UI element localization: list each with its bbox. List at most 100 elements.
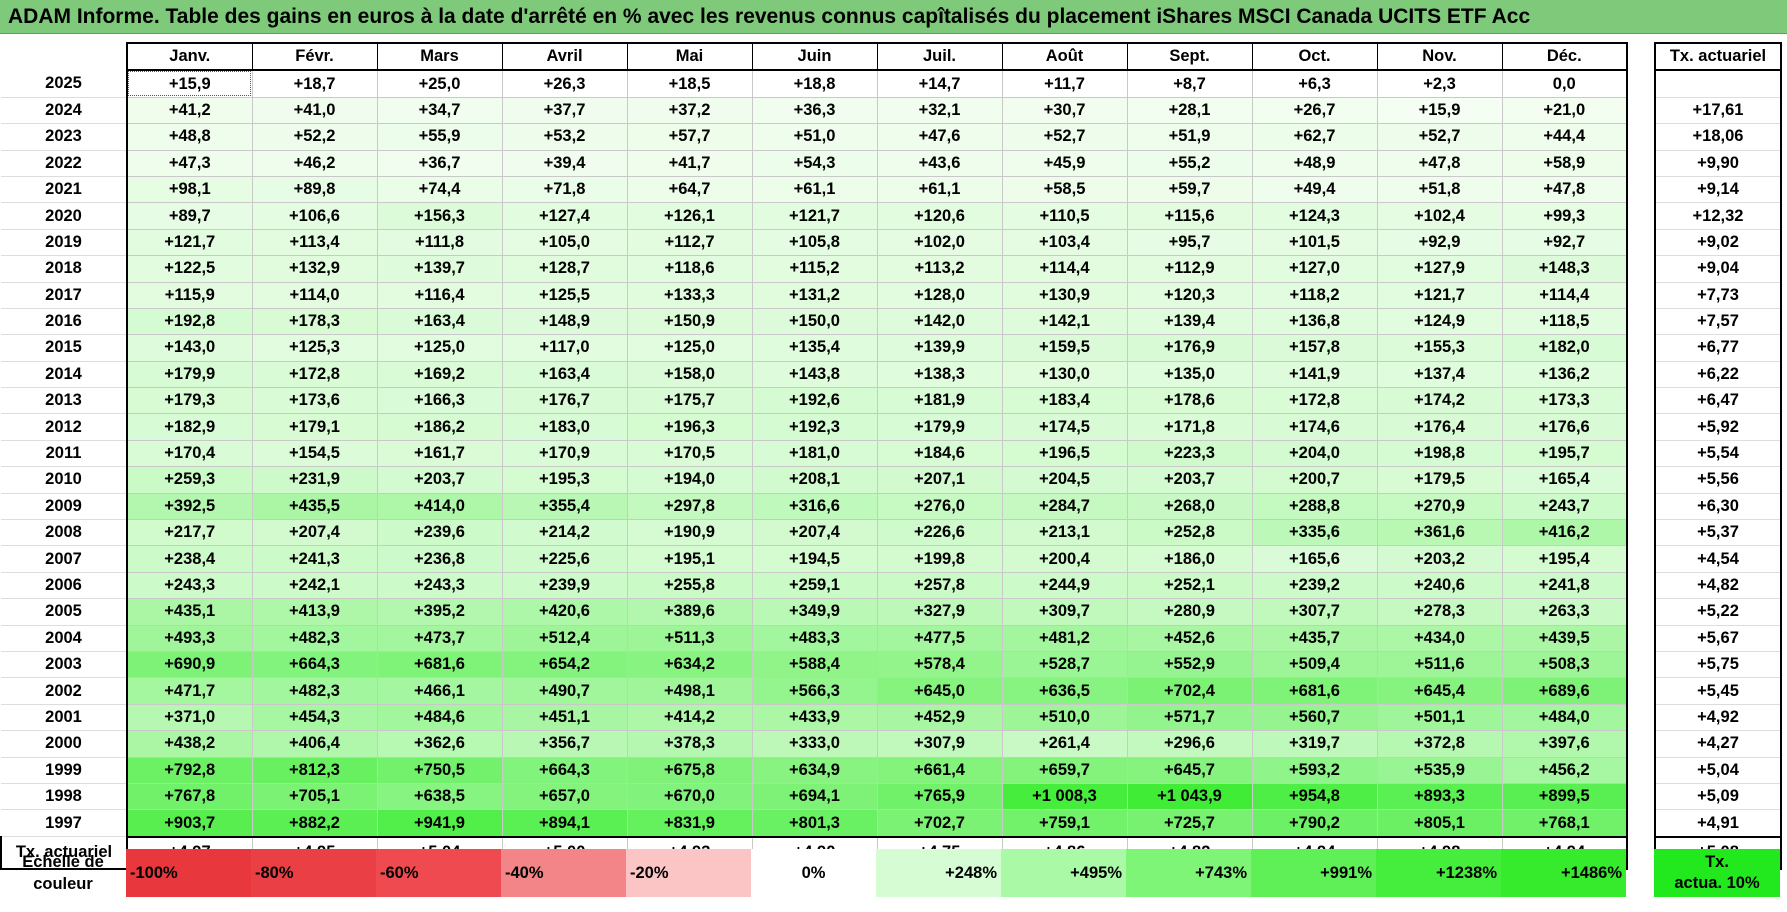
gain-cell[interactable]: +55,2 bbox=[1126, 149, 1253, 177]
gain-cell[interactable]: +894,1 bbox=[501, 809, 628, 838]
gain-cell[interactable]: +355,4 bbox=[501, 492, 628, 521]
gain-cell[interactable]: +560,7 bbox=[1251, 703, 1378, 732]
gain-cell[interactable]: +566,3 bbox=[751, 677, 878, 705]
gain-cell[interactable]: +53,2 bbox=[501, 123, 628, 151]
gain-cell[interactable]: +125,0 bbox=[626, 334, 753, 362]
gain-cell[interactable]: +893,3 bbox=[1376, 782, 1503, 811]
gain-cell[interactable]: +452,9 bbox=[876, 703, 1003, 732]
gain-cell[interactable]: +243,7 bbox=[1501, 492, 1628, 521]
gain-cell[interactable]: +143,8 bbox=[751, 360, 878, 389]
gain-cell[interactable]: +41,7 bbox=[626, 149, 753, 177]
gain-cell[interactable]: +261,4 bbox=[1001, 730, 1128, 758]
gain-cell[interactable]: +645,0 bbox=[876, 677, 1003, 705]
gain-cell[interactable]: +125,0 bbox=[376, 334, 503, 362]
gain-cell[interactable]: +172,8 bbox=[251, 360, 378, 389]
gain-cell[interactable]: +54,3 bbox=[751, 149, 878, 177]
gain-cell[interactable]: +116,4 bbox=[376, 281, 503, 309]
gain-cell[interactable]: +226,6 bbox=[876, 519, 1003, 547]
gain-cell[interactable]: +420,6 bbox=[501, 598, 628, 626]
gain-cell[interactable]: +263,3 bbox=[1501, 598, 1628, 626]
gain-cell[interactable]: +139,9 bbox=[876, 334, 1003, 362]
gain-cell[interactable]: +186,2 bbox=[376, 413, 503, 441]
gain-cell[interactable]: +61,1 bbox=[751, 175, 878, 204]
gain-cell[interactable]: +138,3 bbox=[876, 360, 1003, 389]
gain-cell[interactable]: +136,2 bbox=[1501, 360, 1628, 389]
gain-cell[interactable]: +89,8 bbox=[251, 175, 378, 204]
gain-cell[interactable]: +126,1 bbox=[626, 202, 753, 230]
gain-cell[interactable]: +52,7 bbox=[1376, 123, 1503, 151]
gain-cell[interactable]: +174,2 bbox=[1376, 387, 1503, 415]
gain-cell[interactable]: +15,9 bbox=[1376, 96, 1503, 125]
gain-cell[interactable]: +882,2 bbox=[251, 809, 378, 838]
gain-cell[interactable]: +135,0 bbox=[1126, 360, 1253, 389]
gain-cell[interactable]: +18,5 bbox=[626, 69, 753, 98]
gain-cell[interactable]: +903,7 bbox=[126, 809, 253, 838]
gain-cell[interactable]: +176,9 bbox=[1126, 334, 1253, 362]
gain-cell[interactable]: +128,7 bbox=[501, 255, 628, 283]
gain-cell[interactable]: +195,3 bbox=[501, 466, 628, 494]
gain-cell[interactable]: +25,0 bbox=[376, 69, 503, 98]
gain-cell[interactable]: +670,0 bbox=[626, 782, 753, 811]
gain-cell[interactable]: +203,7 bbox=[376, 466, 503, 494]
gain-cell[interactable]: +58,9 bbox=[1501, 149, 1628, 177]
gain-cell[interactable]: +183,0 bbox=[501, 413, 628, 441]
gain-cell[interactable]: +11,7 bbox=[1001, 69, 1128, 98]
gain-cell[interactable]: +243,3 bbox=[376, 571, 503, 600]
gain-cell[interactable]: +456,2 bbox=[1501, 756, 1628, 784]
gain-cell[interactable]: +157,8 bbox=[1251, 334, 1378, 362]
gain-cell[interactable]: +207,4 bbox=[251, 519, 378, 547]
gain-cell[interactable]: +130,0 bbox=[1001, 360, 1128, 389]
gain-cell[interactable]: +241,8 bbox=[1501, 571, 1628, 600]
gain-cell[interactable]: +176,7 bbox=[501, 387, 628, 415]
gain-cell[interactable]: +484,0 bbox=[1501, 703, 1628, 732]
gain-cell[interactable]: +105,8 bbox=[751, 228, 878, 257]
gain-cell[interactable]: +356,7 bbox=[501, 730, 628, 758]
gain-cell[interactable]: +26,3 bbox=[501, 69, 628, 98]
gain-cell[interactable]: +95,7 bbox=[1126, 228, 1253, 257]
gain-cell[interactable]: +118,6 bbox=[626, 255, 753, 283]
gain-cell[interactable]: +240,6 bbox=[1376, 571, 1503, 600]
gain-cell[interactable]: +645,4 bbox=[1376, 677, 1503, 705]
gain-cell[interactable]: +276,0 bbox=[876, 492, 1003, 521]
gain-cell[interactable]: +52,7 bbox=[1001, 123, 1128, 151]
gain-cell[interactable]: +659,7 bbox=[1001, 756, 1128, 784]
gain-cell[interactable]: +223,3 bbox=[1126, 439, 1253, 468]
gain-cell[interactable]: +163,4 bbox=[501, 360, 628, 389]
gain-cell[interactable]: +192,6 bbox=[751, 387, 878, 415]
gain-cell[interactable]: +55,9 bbox=[376, 123, 503, 151]
gain-cell[interactable]: +217,7 bbox=[126, 519, 253, 547]
gain-cell[interactable]: +434,0 bbox=[1376, 624, 1503, 652]
gain-cell[interactable]: +309,7 bbox=[1001, 598, 1128, 626]
gain-cell[interactable]: +471,7 bbox=[126, 677, 253, 705]
gain-cell[interactable]: +92,7 bbox=[1501, 228, 1628, 257]
gain-cell[interactable]: +493,3 bbox=[126, 624, 253, 652]
gain-cell[interactable]: +511,3 bbox=[626, 624, 753, 652]
gain-cell[interactable]: +41,2 bbox=[126, 96, 253, 125]
gain-cell[interactable]: +392,5 bbox=[126, 492, 253, 521]
gain-cell[interactable]: +705,1 bbox=[251, 782, 378, 811]
gain-cell[interactable]: +148,3 bbox=[1501, 255, 1628, 283]
gain-cell[interactable]: +18,8 bbox=[751, 69, 878, 98]
gain-cell[interactable]: +371,0 bbox=[126, 703, 253, 732]
gain-cell[interactable]: +156,3 bbox=[376, 202, 503, 230]
gain-cell[interactable]: +225,6 bbox=[501, 545, 628, 573]
gain-cell[interactable]: +30,7 bbox=[1001, 96, 1128, 125]
gain-cell[interactable]: +954,8 bbox=[1251, 782, 1378, 811]
gain-cell[interactable]: +49,4 bbox=[1251, 175, 1378, 204]
gain-cell[interactable]: +47,3 bbox=[126, 149, 253, 177]
gain-cell[interactable]: +414,2 bbox=[626, 703, 753, 732]
gain-cell[interactable]: +397,6 bbox=[1501, 730, 1628, 758]
gain-cell[interactable]: +200,7 bbox=[1251, 466, 1378, 494]
gain-cell[interactable]: +483,3 bbox=[751, 624, 878, 652]
gain-cell[interactable]: +125,3 bbox=[251, 334, 378, 362]
gain-cell[interactable]: +239,9 bbox=[501, 571, 628, 600]
gain-cell[interactable]: +571,7 bbox=[1126, 703, 1253, 732]
gain-cell[interactable]: +361,6 bbox=[1376, 519, 1503, 547]
gain-cell[interactable]: +183,4 bbox=[1001, 387, 1128, 415]
gain-cell[interactable]: +125,5 bbox=[501, 281, 628, 309]
gain-cell[interactable]: +59,7 bbox=[1126, 175, 1253, 204]
gain-cell[interactable]: +236,8 bbox=[376, 545, 503, 573]
gain-cell[interactable]: +113,2 bbox=[876, 255, 1003, 283]
gain-cell[interactable]: +150,0 bbox=[751, 307, 878, 336]
gain-cell[interactable]: +307,9 bbox=[876, 730, 1003, 758]
